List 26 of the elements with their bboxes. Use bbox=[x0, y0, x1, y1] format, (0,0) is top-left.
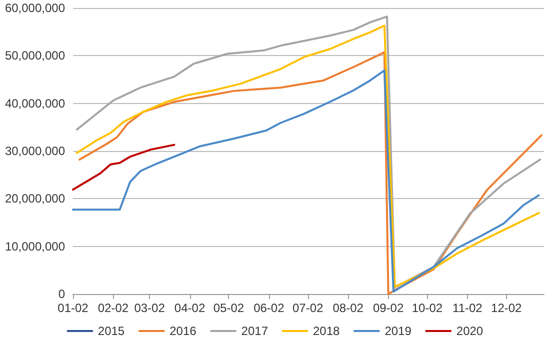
y-tick-label: 30,000,000 bbox=[4, 144, 66, 158]
x-tick-label: 06-02 bbox=[254, 301, 285, 315]
y-tick-label: 50,000,000 bbox=[4, 48, 66, 63]
y-tick-label: 60,000,000 bbox=[4, 1, 66, 15]
legend-label: 2020 bbox=[456, 324, 484, 338]
y-tick-label: 10,000,000 bbox=[4, 239, 66, 254]
x-tick-label: 09-02 bbox=[372, 301, 404, 315]
x-tick-label: 07-02 bbox=[292, 301, 324, 315]
legend-label: 2017 bbox=[241, 324, 268, 338]
x-tick-label: 11-02 bbox=[452, 301, 483, 315]
legend-label: 2018 bbox=[313, 324, 340, 338]
x-tick-label: 03-02 bbox=[134, 301, 166, 315]
x-tick-label: 10-02 bbox=[412, 301, 443, 315]
legend-label: 2016 bbox=[170, 324, 197, 338]
x-tick-label: 08-02 bbox=[332, 301, 364, 315]
y-tick-label: 20,000,000 bbox=[4, 192, 66, 206]
x-tick-label: 01-02 bbox=[58, 301, 89, 315]
y-tick-label: 40,000,000 bbox=[4, 96, 66, 110]
y-tick-label: 0 bbox=[58, 287, 66, 301]
x-tick-label: 12-02 bbox=[491, 301, 522, 315]
x-tick-label: 05-02 bbox=[213, 301, 244, 315]
x-tick-label: 02-02 bbox=[98, 301, 129, 315]
line-series bbox=[72, 144, 176, 191]
legend-label: 2015 bbox=[98, 324, 125, 338]
legend-label: 2019 bbox=[384, 324, 412, 338]
x-tick-label: 04-02 bbox=[174, 301, 206, 315]
